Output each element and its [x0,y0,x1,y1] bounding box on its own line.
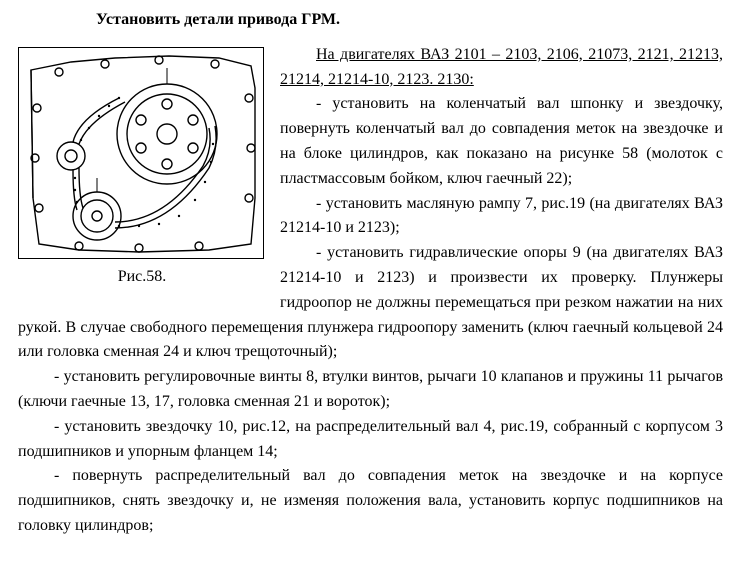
paragraph-6: - повернуть распределительный вал до сов… [18,464,723,538]
figure-58-drawing [18,47,264,259]
figure-58: Рис.58. [18,47,266,290]
figure-58-caption: Рис.58. [18,265,266,290]
paragraph-4: - установить регулировочные винты 8, вту… [18,365,723,415]
document-page: Установить детали привода ГРМ. [0,0,741,555]
paragraph-5: - установить звездочку 10, рис.12, на ра… [18,415,723,465]
section-heading: Установить детали привода ГРМ. [18,8,723,33]
